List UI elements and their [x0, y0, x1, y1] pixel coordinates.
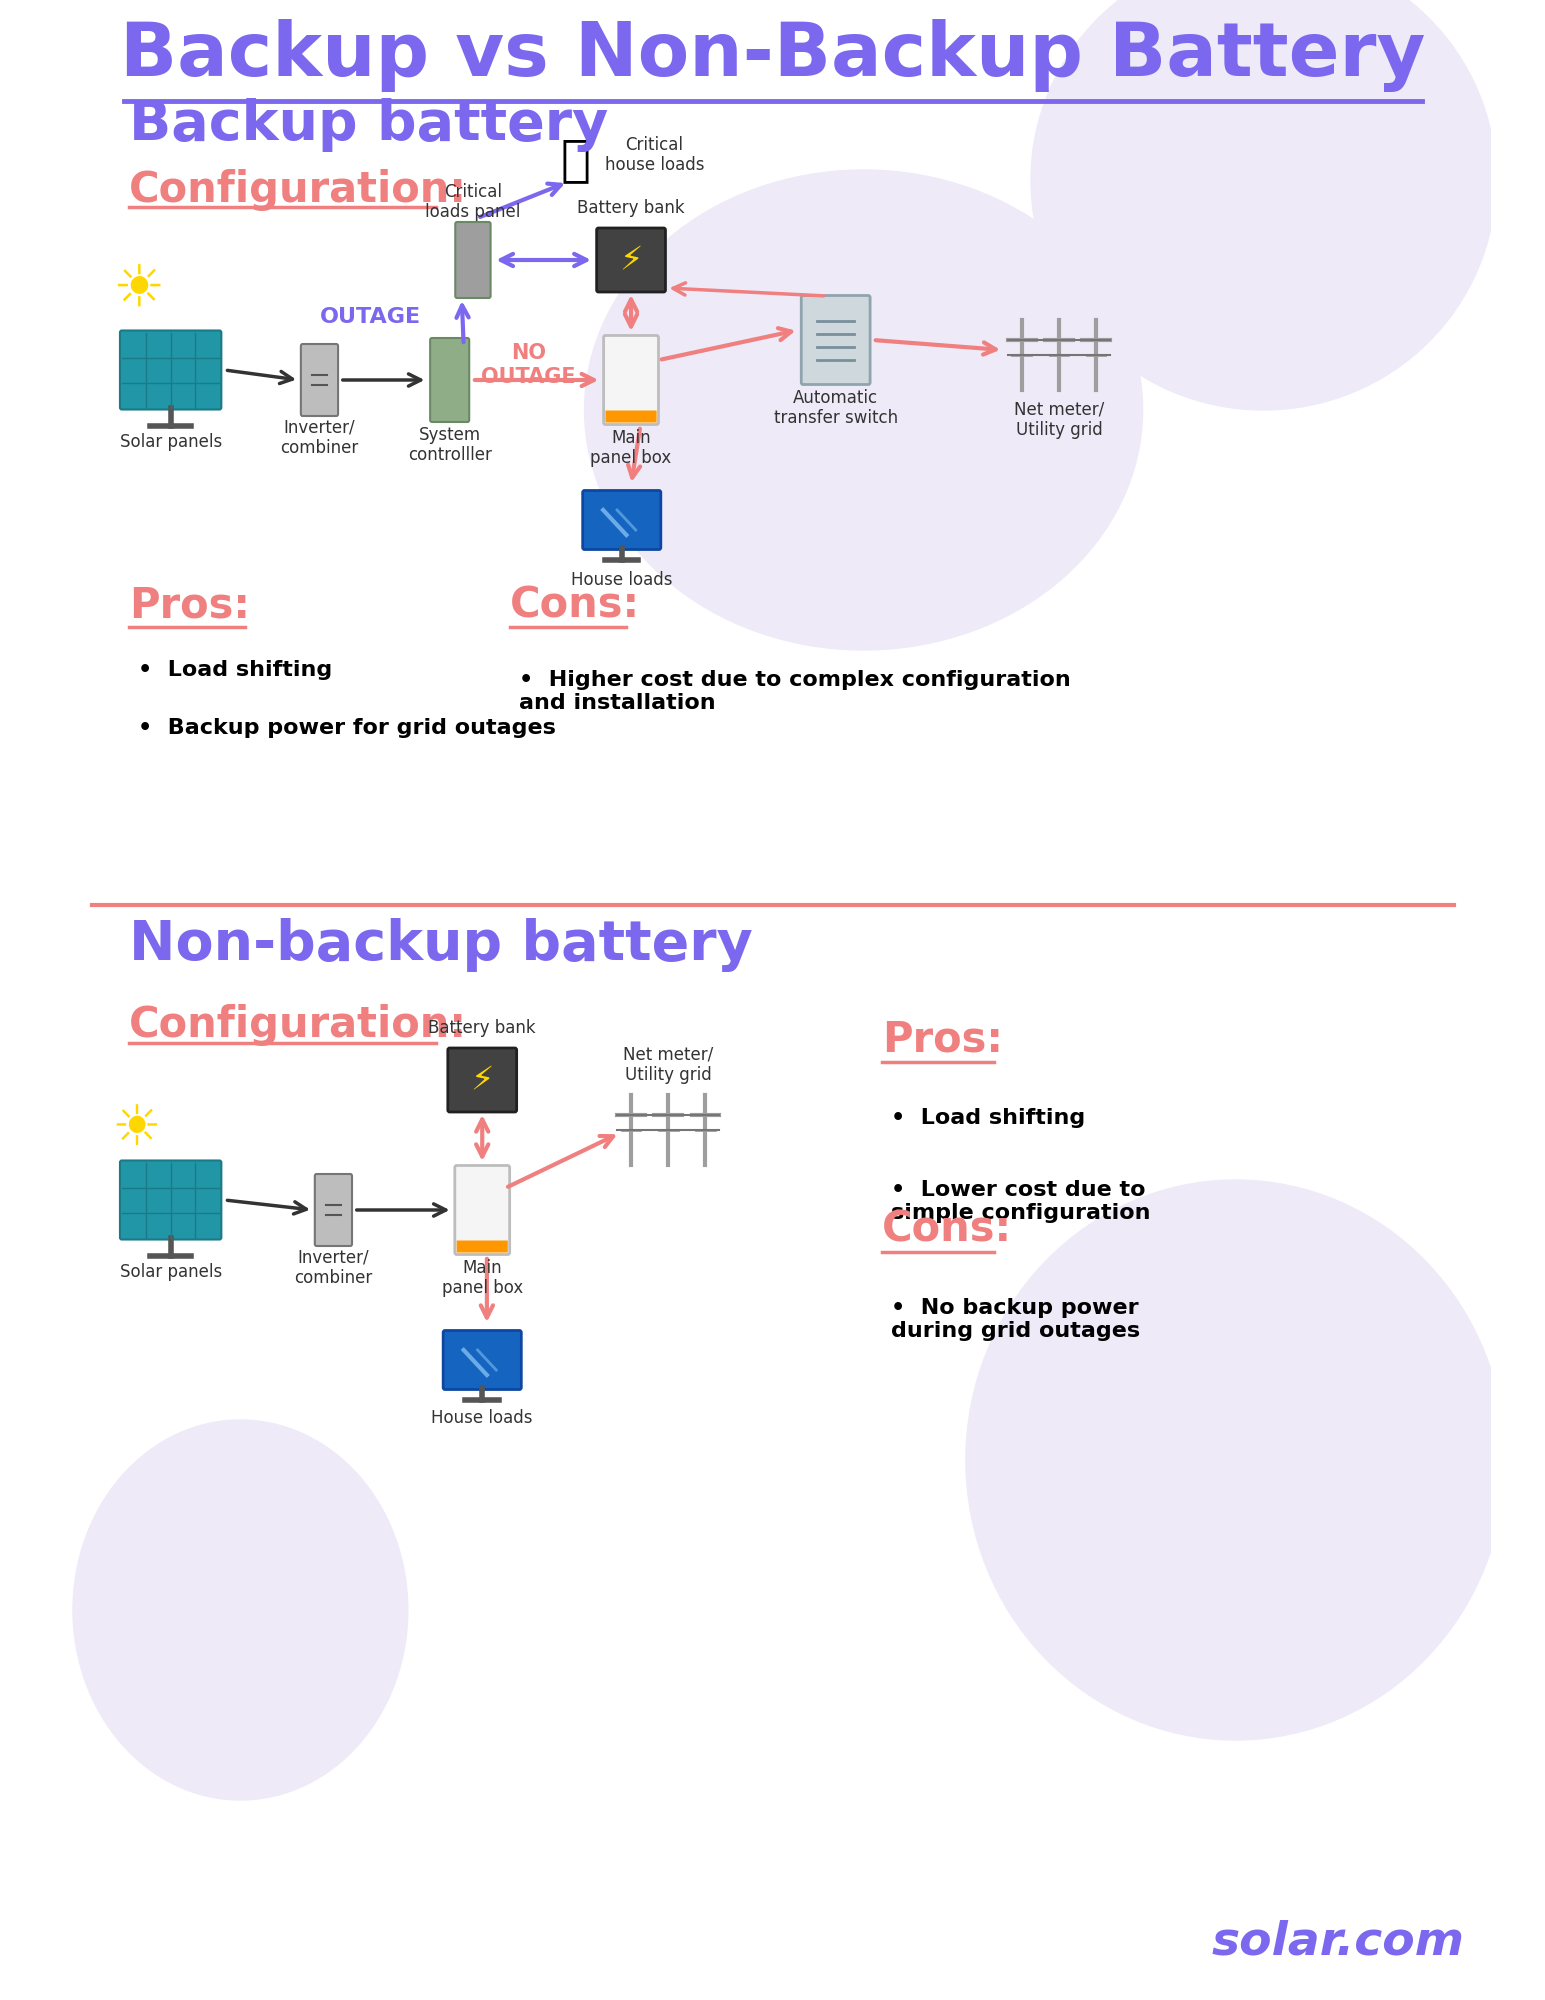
Text: Solar panels: Solar panels: [119, 434, 222, 452]
FancyBboxPatch shape: [606, 410, 657, 422]
Text: Battery bank: Battery bank: [578, 200, 684, 216]
Text: Inverter/
combiner: Inverter/ combiner: [280, 418, 358, 458]
Text: ☀: ☀: [111, 1104, 161, 1156]
FancyBboxPatch shape: [430, 338, 470, 422]
Ellipse shape: [73, 1420, 408, 1800]
Ellipse shape: [1031, 0, 1496, 410]
FancyBboxPatch shape: [443, 1330, 521, 1390]
FancyBboxPatch shape: [121, 1160, 221, 1240]
FancyBboxPatch shape: [596, 228, 666, 292]
Text: House loads: House loads: [431, 1408, 533, 1428]
Text: solar.com: solar.com: [1211, 1920, 1465, 1964]
Text: Cons:: Cons:: [510, 584, 640, 626]
Text: Critical
loads panel: Critical loads panel: [425, 182, 521, 222]
Text: Pros:: Pros:: [882, 1020, 1003, 1060]
Text: Automatic
transfer switch: Automatic transfer switch: [774, 388, 898, 428]
Text: OUTAGE: OUTAGE: [320, 306, 422, 326]
Text: NO
OUTAGE: NO OUTAGE: [482, 344, 576, 386]
Text: Non-backup battery: Non-backup battery: [128, 918, 752, 972]
Text: Net meter/
Utility grid: Net meter/ Utility grid: [1014, 400, 1105, 440]
FancyBboxPatch shape: [301, 344, 338, 416]
Text: 💡: 💡: [561, 136, 590, 184]
Text: Configuration:: Configuration:: [128, 1004, 467, 1046]
Text: Net meter/
Utility grid: Net meter/ Utility grid: [623, 1046, 714, 1084]
Text: Pros:: Pros:: [128, 584, 250, 626]
Text: Critical
house loads: Critical house loads: [604, 136, 705, 174]
FancyBboxPatch shape: [802, 296, 870, 384]
Text: •  Load shifting: • Load shifting: [891, 1108, 1086, 1128]
Text: Cons:: Cons:: [882, 1208, 1012, 1252]
FancyBboxPatch shape: [448, 1048, 516, 1112]
Text: Solar panels: Solar panels: [119, 1264, 222, 1282]
FancyBboxPatch shape: [604, 336, 658, 424]
FancyBboxPatch shape: [454, 1166, 510, 1254]
Ellipse shape: [584, 170, 1143, 650]
FancyBboxPatch shape: [315, 1174, 352, 1246]
Text: Backup battery: Backup battery: [128, 98, 609, 152]
FancyBboxPatch shape: [457, 1240, 508, 1252]
FancyBboxPatch shape: [582, 490, 661, 550]
Text: •  Higher cost due to complex configuration
and installation: • Higher cost due to complex configurati…: [519, 670, 1071, 714]
Text: Main
panel box: Main panel box: [590, 428, 672, 468]
Text: •  Lower cost due to
simple configuration: • Lower cost due to simple configuration: [891, 1180, 1151, 1224]
FancyBboxPatch shape: [121, 330, 221, 410]
Text: Inverter/
combiner: Inverter/ combiner: [294, 1248, 372, 1288]
Text: House loads: House loads: [572, 572, 672, 588]
Text: Battery bank: Battery bank: [428, 1020, 536, 1036]
Text: ⚡: ⚡: [620, 244, 643, 276]
Text: ☀: ☀: [111, 262, 164, 318]
Text: Configuration:: Configuration:: [128, 170, 467, 210]
Text: Main
panel box: Main panel box: [442, 1258, 522, 1298]
Text: ⚡: ⚡: [471, 1064, 494, 1096]
Text: •  No backup power
during grid outages: • No backup power during grid outages: [891, 1298, 1140, 1342]
FancyBboxPatch shape: [456, 222, 491, 298]
Text: •  Load shifting: • Load shifting: [138, 660, 332, 680]
Text: •  Backup power for grid outages: • Backup power for grid outages: [138, 718, 556, 738]
Text: System
controlller: System controlller: [408, 426, 491, 464]
Ellipse shape: [966, 1180, 1505, 1740]
Text: Backup vs Non-Backup Battery: Backup vs Non-Backup Battery: [119, 18, 1424, 92]
